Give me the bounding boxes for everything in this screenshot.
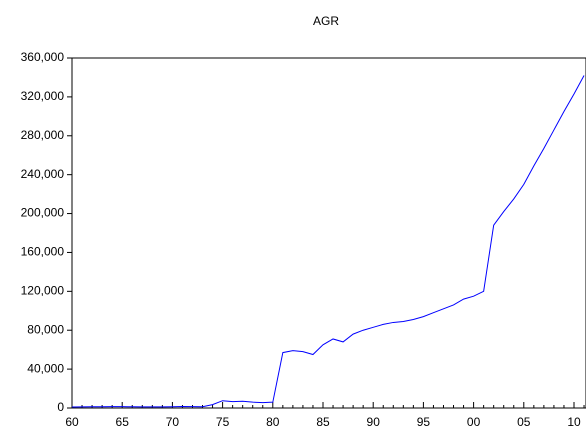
y-tick-label: 0 bbox=[57, 400, 64, 414]
x-tick-label: 95 bbox=[417, 415, 431, 429]
y-tick-label: 200,000 bbox=[21, 206, 65, 220]
x-tick-label: 65 bbox=[116, 415, 130, 429]
y-tick-label: 280,000 bbox=[21, 128, 65, 142]
x-tick-label: 05 bbox=[517, 415, 531, 429]
chart-title: AGR bbox=[313, 14, 339, 28]
x-tick-label: 75 bbox=[216, 415, 230, 429]
y-tick-label: 240,000 bbox=[21, 167, 65, 181]
plot-frame bbox=[71, 57, 586, 409]
x-tick-label: 70 bbox=[166, 415, 180, 429]
data-line bbox=[71, 75, 585, 408]
x-tick-label: 90 bbox=[367, 415, 381, 429]
y-tick-label: 80,000 bbox=[27, 322, 64, 336]
x-tick-label: 60 bbox=[65, 415, 79, 429]
x-tick-label: 85 bbox=[316, 415, 330, 429]
x-tick-label: 00 bbox=[467, 415, 481, 429]
y-tick-label: 160,000 bbox=[21, 245, 65, 259]
x-tick-label: 80 bbox=[266, 415, 280, 429]
y-tick-label: 360,000 bbox=[21, 50, 65, 64]
y-tick-label: 320,000 bbox=[21, 89, 65, 103]
y-tick-label: 120,000 bbox=[21, 284, 65, 298]
y-tick-label: 40,000 bbox=[27, 361, 64, 375]
x-tick-label: 10 bbox=[567, 415, 581, 429]
